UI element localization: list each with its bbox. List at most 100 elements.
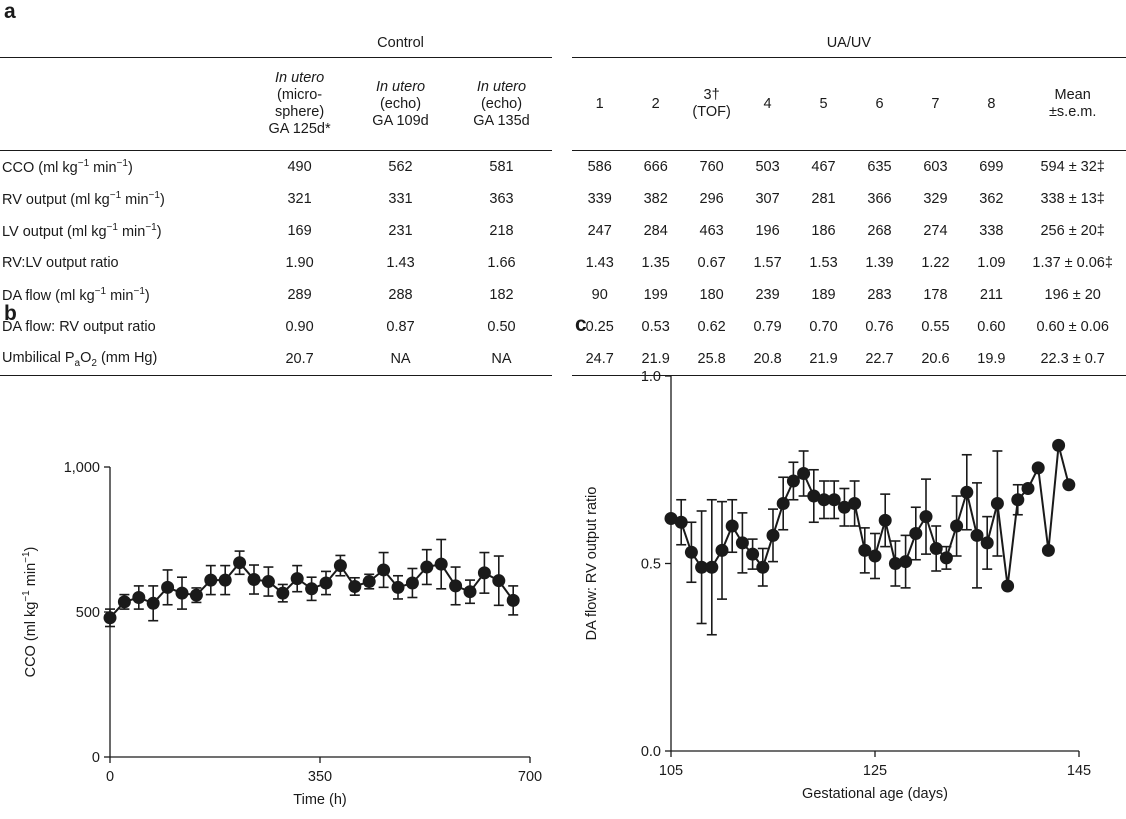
table-cell: 0.87 [386,319,415,335]
data-point [218,573,232,587]
uauv-col-header-8: Mean ±s.e.m. [1019,57,1126,151]
table-cell: 274 [923,223,948,239]
data-point [715,543,729,557]
header-line: 4 [763,95,772,112]
table-cell: 211 [979,287,1003,303]
data-point [233,556,247,570]
data-point [506,593,520,607]
header-line: 2 [651,95,660,112]
data-point [189,588,203,602]
table-cell: 169 [287,223,312,239]
data-point [950,519,964,533]
data-point [132,591,146,604]
table-cell: 21.9 [627,343,684,376]
data-point [276,586,290,600]
table-cell: 20.6 [907,343,964,376]
data-point [664,512,678,525]
data-point [756,560,770,574]
header-line: ±s.e.m. [1048,104,1097,120]
table-cell: 1.35 [641,255,670,271]
table-cell: 0.60 [977,319,1006,335]
data-point [827,493,841,507]
data-point [735,536,749,550]
data-point [929,542,943,555]
group-uauv-header: UA/UV [571,28,1126,58]
control-col-header-0: In utero (micro-sphere) GA 125d* [249,57,351,151]
table-cell: 231 [388,223,413,239]
y-tick-label: 500 [76,605,100,621]
data-point [970,528,984,542]
table-cell: 296 [699,191,724,207]
header-line: GA 135d [473,112,530,129]
x-tick-label: 125 [863,763,887,779]
table-cell: 239 [755,287,780,303]
table-cell: 503 [755,159,780,175]
header-line: 5 [819,95,828,112]
table-cell: 1.22 [921,255,950,271]
control-col-header-1: In utero (echo) GA 109d [350,57,451,151]
table-cell: 284 [643,223,668,239]
data-point [817,493,831,507]
data-point [868,549,882,563]
table-cell: 1.43 [386,255,415,271]
data-point [797,467,811,480]
data-point [420,560,434,574]
data-point [899,555,913,569]
data-point [103,611,117,625]
table-cell: 281 [811,191,836,207]
table-cell: 467 [811,159,836,175]
table-cell: 20.8 [739,343,796,376]
y-axis-label-part: min [23,563,39,590]
panel-c-label: c [575,313,587,336]
x-tick-label: 145 [1067,763,1091,779]
data-point [1052,438,1066,452]
table-cell: 586 [587,159,612,175]
table-cell: 329 [923,191,948,207]
data-point [1001,579,1015,593]
data-point [348,579,362,593]
table-cell: 307 [755,191,780,207]
table-cell: 218 [489,223,514,239]
table-cell: 321 [287,191,312,207]
table-cell: 760 [699,159,724,175]
header-italic-text: In utero [375,78,426,95]
panel-b-label: b [4,302,17,325]
header-line: Mean [1054,87,1091,103]
table-row: RV output (ml kg−1 min−1) 321 331 363 339 382… [0,183,1126,215]
table-cell: 0.76 [865,319,894,335]
header-line: sphere) [274,104,325,120]
row-label: RV:LV output ratio [2,255,119,271]
table-cell: 196 ± 20 [1044,287,1101,303]
y-tick-label: 0 [92,750,100,766]
data-point [980,536,994,550]
data-point [684,545,698,559]
data-point [434,557,448,571]
table-cell: 0.25 [585,319,614,335]
table-cell: 22.3 ± 0.7 [1019,343,1126,376]
table-row: RV:LV output ratio 1.90 1.43 1.66 1.43 1.35 0.… [0,247,1126,279]
y-axis-label-part: −1 [21,590,32,602]
y-tick-label: 1,000 [64,460,100,476]
table-cell: 0.60 ± 0.06 [1036,319,1109,335]
table-cell: 0.62 [697,319,726,335]
table-cell: 0.70 [809,319,838,335]
table-cell: NA [451,343,552,376]
header-line: 3† [703,87,720,103]
y-tick-label: 0.5 [641,557,661,573]
table-cell: 25.8 [683,343,740,376]
table-cell: 1.90 [285,255,314,271]
table-cell: 331 [388,191,413,207]
row-label: DA flow: RV output ratio [2,319,156,335]
data-point [391,580,405,594]
table-cell: 0.79 [753,319,782,335]
table-cell: 1.39 [865,255,894,271]
data-point [290,572,304,586]
data-table: Control UA/UV In utero (micro-sphere) GA 1… [0,28,1126,376]
table-cell: 256 ± 20‡ [1040,223,1105,239]
panel-a-label: a [4,0,16,23]
data-point [449,579,463,593]
table-cell: 189 [811,287,836,303]
data-point [477,566,491,580]
uauv-col-header-4: 5 [795,57,852,151]
